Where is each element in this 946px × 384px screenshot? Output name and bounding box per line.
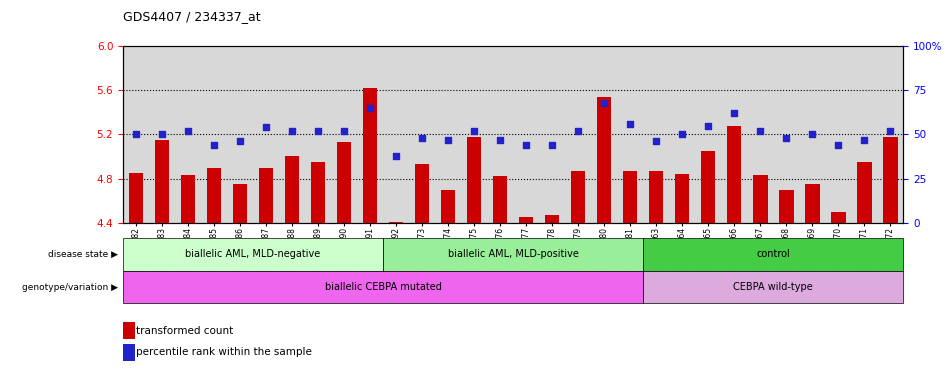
Bar — [649, 171, 663, 223]
Bar — [441, 190, 455, 223]
Bar — [155, 140, 169, 223]
Point — [233, 138, 248, 144]
Bar — [884, 137, 898, 223]
Text: biallelic AML, MLD-positive: biallelic AML, MLD-positive — [447, 249, 579, 260]
Point — [753, 128, 768, 134]
Bar — [493, 176, 507, 223]
Point — [805, 131, 820, 137]
Bar — [123, 344, 134, 361]
Bar — [389, 222, 403, 223]
Point — [181, 128, 196, 134]
Bar — [363, 88, 377, 223]
Point — [493, 137, 508, 143]
Point — [285, 128, 300, 134]
Bar — [123, 238, 383, 271]
Point — [649, 138, 664, 144]
Point — [337, 128, 352, 134]
Point — [545, 142, 560, 148]
Bar — [129, 173, 143, 223]
Bar — [519, 217, 534, 223]
Text: CEBPA wild-type: CEBPA wild-type — [733, 282, 814, 292]
Bar — [857, 162, 871, 223]
Point — [206, 142, 221, 148]
Point — [779, 135, 794, 141]
Point — [414, 135, 429, 141]
Point — [362, 105, 377, 111]
Point — [258, 124, 273, 131]
Point — [622, 121, 638, 127]
Text: transformed count: transformed count — [136, 326, 233, 336]
Bar — [311, 162, 325, 223]
Bar — [805, 184, 819, 223]
Bar — [545, 215, 559, 223]
Bar — [467, 137, 482, 223]
Bar — [337, 142, 351, 223]
Point — [389, 152, 404, 159]
Text: GDS4407 / 234337_at: GDS4407 / 234337_at — [123, 10, 260, 23]
Text: biallelic AML, MLD-negative: biallelic AML, MLD-negative — [185, 249, 321, 260]
Point — [831, 142, 846, 148]
Bar — [643, 271, 903, 303]
Bar — [623, 171, 638, 223]
Bar — [597, 97, 611, 223]
Bar — [123, 322, 134, 339]
Point — [883, 128, 898, 134]
Bar — [233, 184, 247, 223]
Point — [857, 137, 872, 143]
Point — [597, 99, 612, 106]
Bar — [285, 157, 299, 223]
Point — [518, 142, 534, 148]
Bar — [123, 271, 643, 303]
Bar — [701, 151, 715, 223]
Point — [570, 128, 586, 134]
Point — [129, 131, 144, 137]
Bar — [383, 238, 643, 271]
Bar — [727, 126, 742, 223]
Point — [727, 110, 742, 116]
Bar — [571, 171, 586, 223]
Bar — [753, 175, 767, 223]
Bar — [207, 167, 221, 223]
Text: genotype/variation ▶: genotype/variation ▶ — [23, 283, 118, 291]
Point — [310, 128, 325, 134]
Bar — [259, 167, 273, 223]
Text: percentile rank within the sample: percentile rank within the sample — [136, 348, 312, 358]
Point — [674, 131, 690, 137]
Bar — [643, 238, 903, 271]
Point — [466, 128, 482, 134]
Point — [441, 137, 456, 143]
Bar — [780, 190, 794, 223]
Bar — [181, 175, 195, 223]
Text: control: control — [757, 249, 790, 260]
Bar — [675, 174, 690, 223]
Text: disease state ▶: disease state ▶ — [48, 250, 118, 259]
Point — [154, 131, 169, 137]
Point — [701, 122, 716, 129]
Bar — [832, 212, 846, 223]
Bar — [415, 164, 429, 223]
Text: biallelic CEBPA mutated: biallelic CEBPA mutated — [324, 282, 442, 292]
